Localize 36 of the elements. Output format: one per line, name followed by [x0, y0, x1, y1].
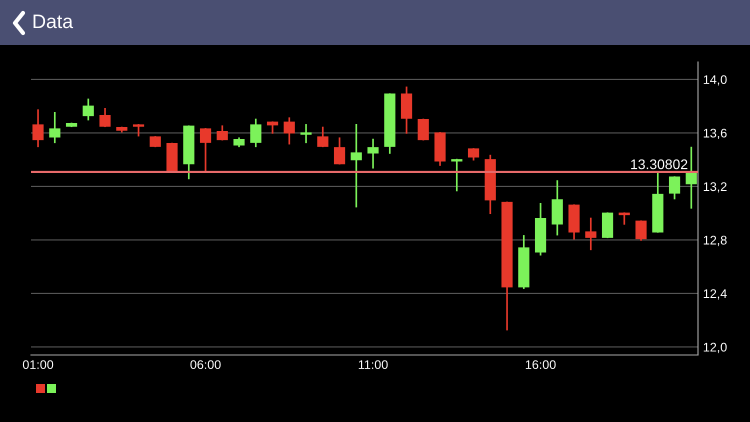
candlestick — [32, 109, 44, 148]
candlestick — [668, 176, 680, 200]
y-tick-label: 12,4 — [704, 289, 727, 300]
candlestick — [350, 124, 362, 208]
candlestick — [300, 124, 312, 144]
chart-title: Data — [34, 14, 74, 28]
candlestick — [635, 220, 647, 241]
candlestick — [317, 126, 328, 148]
candlestick — [150, 136, 161, 148]
y-tick-label: 12,0 — [704, 342, 727, 354]
candlestick — [132, 124, 144, 136]
x-tick-label: 11:00 — [358, 360, 388, 370]
candlestick — [82, 98, 94, 120]
y-tick-label: 12,8 — [704, 236, 727, 246]
candlestick — [468, 148, 480, 160]
candlestick — [367, 138, 379, 169]
candlestick — [49, 112, 60, 144]
x-tick-label: 01:00 — [22, 360, 54, 370]
candlestick — [334, 137, 346, 165]
candlestick — [266, 121, 278, 134]
x-tick-label: 06:00 — [190, 360, 221, 370]
candlestick — [618, 212, 630, 225]
candlestick — [200, 128, 212, 173]
y-tick-label: 13,6 — [704, 128, 727, 140]
y-tick-label: 13,2 — [704, 182, 727, 193]
candlestick — [451, 158, 462, 192]
ref-line-label: 13.30802 — [631, 159, 688, 170]
candlestick — [99, 108, 111, 128]
candlestick — [284, 117, 295, 144]
candlestick — [585, 218, 596, 250]
candlestick — [216, 125, 228, 140]
y-tick-label: 14,0 — [704, 75, 727, 86]
candlestick — [418, 118, 429, 140]
x-tick-label: 16:00 — [526, 360, 556, 370]
candlestick — [686, 146, 697, 209]
candlestick — [250, 118, 262, 148]
